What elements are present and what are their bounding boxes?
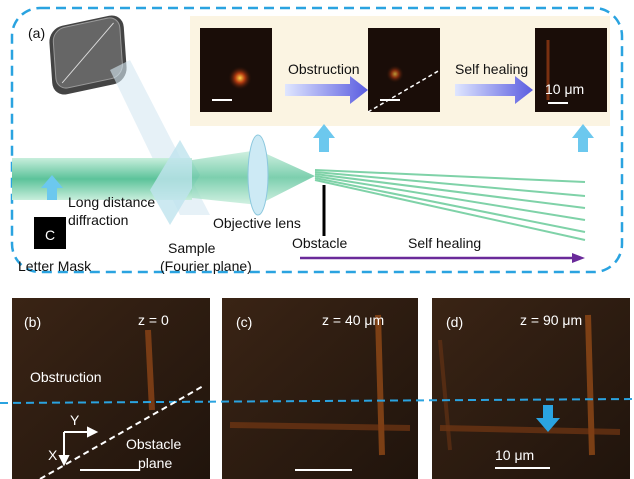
annotation: diffraction (68, 212, 128, 228)
annotation: Obstacle (292, 235, 347, 251)
mask-letter: C (45, 227, 55, 243)
panel-label: (c) (236, 314, 252, 330)
annotation: Obstruction (30, 369, 102, 385)
axis-label: Y (70, 412, 80, 428)
healing-fan (315, 170, 585, 240)
inset-images (200, 28, 607, 112)
arrow-label: Obstruction (288, 61, 360, 77)
z-label: z = 90 μm (520, 312, 582, 328)
figure: (a) Obstruction Self healing 10 μm Long … (0, 0, 634, 479)
sample-chip (48, 13, 127, 97)
axis-label: X (48, 447, 58, 463)
z-label: z = 0 (138, 312, 169, 328)
annotation: plane (138, 455, 172, 471)
panel-label: (d) (446, 314, 463, 330)
panel-label: (b) (24, 314, 41, 330)
annotation: Objective lens (213, 215, 301, 231)
annotation: Letter Mask (18, 258, 92, 274)
panel-label: (a) (28, 25, 45, 41)
annotation: Long distance (68, 194, 155, 210)
lens (248, 135, 268, 215)
scale-bar-label: 10 μm (495, 447, 534, 463)
arrow-head (572, 253, 585, 263)
scale-bar-label: 10 μm (545, 81, 584, 97)
z-label: z = 40 μm (322, 312, 384, 328)
annotation: Sample (168, 240, 216, 256)
annotation: Obstacle (126, 436, 181, 452)
annotation: (Fourier plane) (160, 258, 252, 274)
annotation: Self healing (408, 235, 481, 251)
arrow-label: Self healing (455, 61, 528, 77)
